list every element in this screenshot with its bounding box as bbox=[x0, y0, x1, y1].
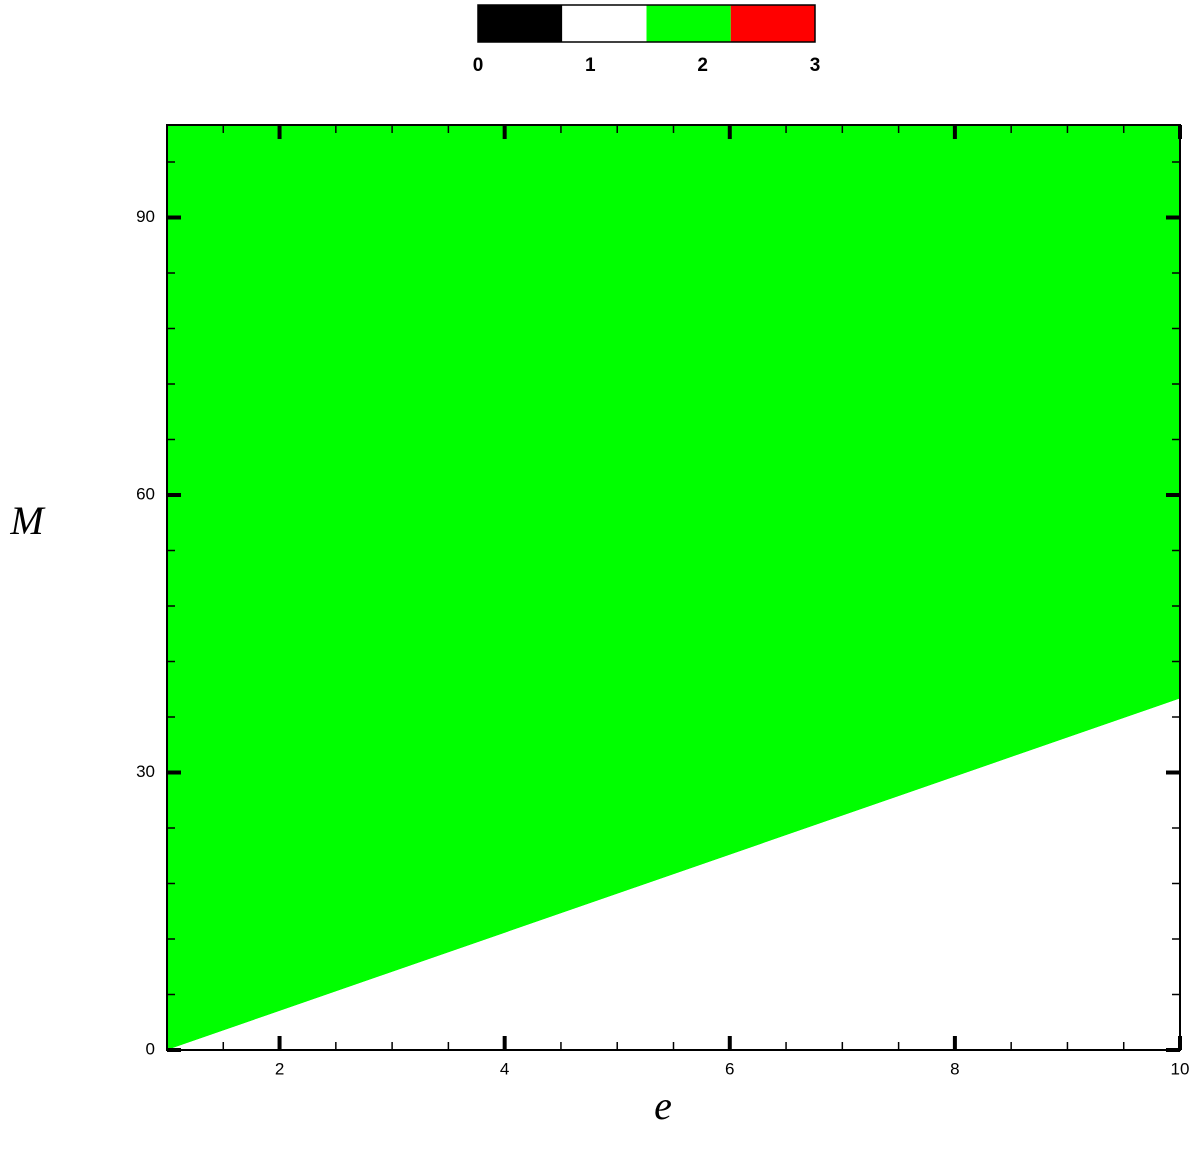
y-tick-label: 60 bbox=[136, 484, 155, 503]
colorbar-swatch bbox=[562, 5, 647, 42]
x-tick-label: 4 bbox=[500, 1059, 509, 1078]
colorbar-tick-label: 1 bbox=[585, 55, 596, 76]
colorbar-frame bbox=[477, 4, 816, 43]
colorbar-swatch bbox=[646, 5, 731, 42]
x-tick-label: 2 bbox=[275, 1059, 284, 1078]
x-axis-label: e bbox=[654, 1083, 672, 1128]
colorbar-tick-label: 0 bbox=[473, 55, 484, 76]
y-tick-label: 90 bbox=[136, 207, 155, 226]
region bbox=[167, 698, 1180, 1050]
colorbar-tick-label: 3 bbox=[810, 55, 821, 76]
colorbar-swatch bbox=[478, 5, 563, 42]
x-tick-label: 10 bbox=[1171, 1059, 1190, 1078]
region bbox=[167, 125, 1180, 1050]
x-tick-label: 6 bbox=[725, 1059, 734, 1078]
x-tick-label: 8 bbox=[950, 1059, 959, 1078]
y-tick-label: 30 bbox=[136, 762, 155, 781]
colorbar-tick-label: 2 bbox=[697, 55, 708, 76]
y-tick-label: 0 bbox=[146, 1039, 155, 1058]
colorbar-swatch bbox=[730, 5, 815, 42]
y-axis-label: M bbox=[9, 498, 46, 543]
